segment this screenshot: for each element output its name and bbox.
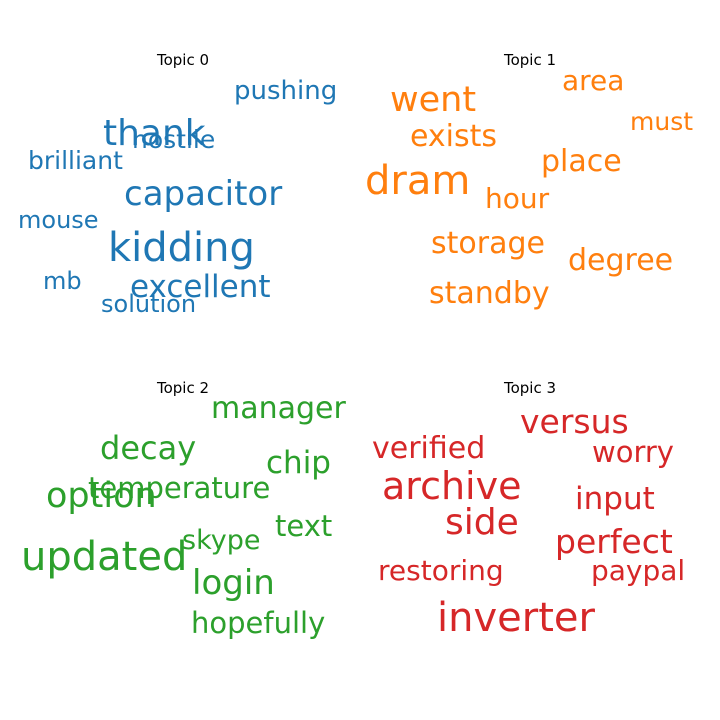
word-text: text	[275, 509, 333, 543]
word-verified: verified	[372, 431, 486, 466]
word-place: place	[541, 144, 622, 179]
word-standby: standby	[429, 276, 550, 311]
word-hour: hour	[485, 182, 550, 215]
word-area: area	[562, 64, 625, 97]
word-went: went	[390, 80, 477, 120]
topic-panel: Topic 2 updated option login decay chip manag…	[18, 378, 348, 678]
panel-title: Topic 1	[503, 51, 557, 69]
word-side: side	[445, 502, 519, 543]
word-dram: dram	[365, 158, 471, 204]
word-exists: exists	[410, 119, 498, 154]
word-login: login	[192, 563, 275, 603]
word-input: input	[575, 481, 655, 517]
word-perfect: perfect	[555, 522, 673, 561]
word-inverter: inverter	[437, 595, 595, 641]
word-worry: worry	[592, 435, 674, 469]
topic-panel: Topic 0 kidding thank capacitor excellent pu…	[18, 50, 348, 350]
topic-panel: Topic 3 inverter archive side versus perfect…	[365, 378, 695, 678]
word-skype: skype	[182, 525, 261, 556]
word-versus: versus	[520, 402, 629, 441]
word-hopefully: hopefully	[191, 606, 326, 640]
word-hostile: hostile	[132, 125, 216, 154]
word-must: must	[630, 107, 694, 136]
word-kidding: kidding	[108, 225, 255, 271]
word-thank: thank	[103, 113, 206, 154]
word-excellent: excellent	[130, 269, 271, 305]
word-archive: archive	[382, 464, 522, 508]
word-pushing: pushing	[234, 76, 338, 106]
word-manager: manager	[211, 391, 346, 426]
word-chip: chip	[266, 445, 331, 481]
word-brilliant: brilliant	[28, 146, 123, 175]
word-degree: degree	[568, 243, 674, 278]
panel-title: Topic 0	[156, 51, 210, 69]
word-capacitor: capacitor	[124, 174, 283, 214]
word-solution: solution	[101, 290, 197, 318]
word-option: option	[46, 476, 157, 516]
word-paypal: paypal	[591, 554, 686, 587]
panel-title: Topic 2	[156, 379, 210, 397]
word-updated: updated	[21, 534, 188, 580]
word-restoring: restoring	[378, 554, 504, 587]
word-mouse: mouse	[18, 206, 99, 234]
word-mb: mb	[43, 267, 82, 295]
word-decay: decay	[100, 429, 197, 467]
word-temperature: temperature	[88, 471, 271, 505]
panel-title: Topic 3	[503, 379, 557, 397]
word-storage: storage	[431, 226, 545, 261]
topic-panel: Topic 1 dram went exists place storage standb…	[365, 50, 695, 350]
